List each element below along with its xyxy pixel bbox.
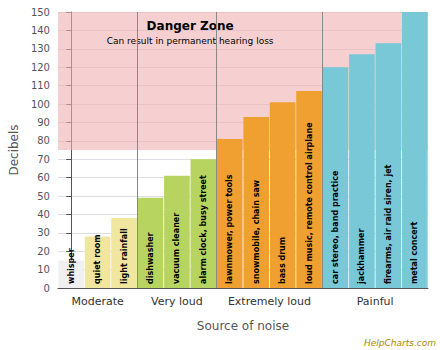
svg-text:Very loud: Very loud bbox=[151, 295, 203, 308]
svg-text:Painful: Painful bbox=[357, 295, 394, 308]
svg-text:lawnmower, power tools: lawnmower, power tools bbox=[225, 174, 234, 284]
svg-text:alarm clock, busy street: alarm clock, busy street bbox=[199, 175, 208, 284]
svg-text:50: 50 bbox=[37, 191, 50, 202]
svg-text:0: 0 bbox=[44, 283, 50, 294]
svg-text:jackhammer: jackhammer bbox=[357, 229, 366, 285]
svg-text:150: 150 bbox=[31, 7, 50, 18]
svg-text:70: 70 bbox=[37, 154, 50, 165]
svg-text:quiet room: quiet room bbox=[93, 235, 102, 284]
svg-text:40: 40 bbox=[37, 209, 50, 220]
svg-text:Can result in permanent hearin: Can result in permanent hearing loss bbox=[107, 36, 274, 46]
svg-text:Source of noise: Source of noise bbox=[197, 319, 289, 333]
svg-text:bass drum: bass drum bbox=[278, 237, 287, 284]
svg-text:snowmobile, chain saw: snowmobile, chain saw bbox=[252, 179, 261, 284]
svg-text:80: 80 bbox=[37, 135, 50, 146]
svg-text:metal concert: metal concert bbox=[410, 221, 419, 284]
svg-text:30: 30 bbox=[37, 227, 50, 238]
svg-text:Moderate: Moderate bbox=[71, 295, 124, 308]
svg-text:car stereo, band practice: car stereo, band practice bbox=[331, 170, 340, 284]
svg-text:60: 60 bbox=[37, 172, 50, 183]
svg-text:140: 140 bbox=[31, 25, 50, 36]
svg-text:130: 130 bbox=[31, 43, 50, 54]
svg-text:110: 110 bbox=[31, 80, 50, 91]
svg-text:firearms, air raid siren, jet: firearms, air raid siren, jet bbox=[384, 164, 393, 284]
svg-text:120: 120 bbox=[31, 62, 50, 73]
svg-text:100: 100 bbox=[31, 99, 50, 110]
svg-text:Danger Zone: Danger Zone bbox=[147, 19, 234, 33]
svg-text:whisper: whisper bbox=[67, 248, 76, 284]
svg-text:20: 20 bbox=[37, 246, 50, 257]
svg-text:10: 10 bbox=[37, 264, 50, 275]
svg-text:HelpCharts.com: HelpCharts.com bbox=[364, 338, 436, 348]
svg-text:Extremely loud: Extremely loud bbox=[228, 295, 311, 308]
svg-text:vacuum cleaner: vacuum cleaner bbox=[172, 213, 181, 284]
svg-text:loud music, remote control air: loud music, remote control airplane bbox=[305, 122, 314, 284]
svg-text:light rainfall: light rainfall bbox=[120, 228, 129, 284]
svg-text:90: 90 bbox=[37, 117, 50, 128]
svg-text:Decibels: Decibels bbox=[7, 124, 21, 175]
svg-text:dishwasher: dishwasher bbox=[146, 232, 155, 284]
